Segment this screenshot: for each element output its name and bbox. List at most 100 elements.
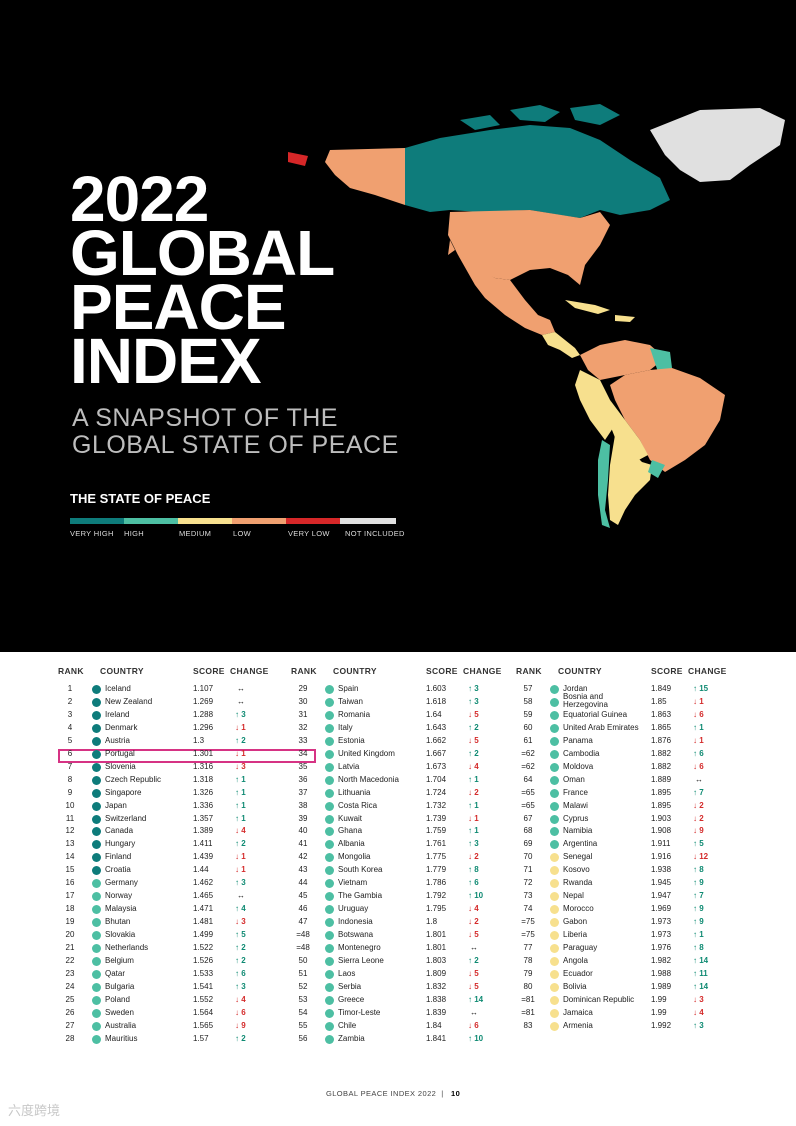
country-cell: Finland (105, 852, 132, 862)
score-cell: 1.84 (426, 1020, 442, 1030)
peace-level-dot-icon (550, 736, 559, 746)
legend-swatch (70, 518, 124, 524)
country-cell: Angola (563, 955, 588, 965)
change-cell: ↑ 1 (468, 826, 479, 836)
country-cell: Norway (105, 891, 133, 901)
rank-cell: 31 (298, 709, 308, 719)
score-cell: 1.903 (651, 813, 672, 823)
rank-cell: 79 (523, 968, 533, 978)
table-row: 67 Cyprus 1.903 ↓ 2 (513, 814, 728, 827)
peace-level-dot-icon (92, 749, 101, 759)
rank-cell: 1 (67, 684, 73, 693)
peace-level-dot-icon (325, 827, 334, 837)
change-cell: ↑ 1 (235, 787, 246, 797)
table-row: =81 Jamaica 1.99 ↓ 4 (513, 1008, 728, 1021)
change-cell: ↓ 5 (468, 709, 479, 719)
table-row: 34 United Kingdom 1.667 ↑ 2 (288, 749, 503, 762)
country-cell: Bhutan (105, 917, 131, 927)
change-cell: ↑ 7 (693, 787, 704, 797)
peace-level-dot-icon (92, 866, 101, 876)
score-cell: 1.8 (426, 917, 438, 927)
peace-level-dot-icon (92, 956, 101, 966)
table-row: 40 Ghana 1.759 ↑ 1 (288, 826, 503, 839)
change-cell: ↓ 9 (235, 1020, 246, 1030)
peace-level-dot-icon (550, 801, 559, 811)
rank-cell: 32 (298, 722, 308, 732)
country-cell: Laos (338, 968, 356, 978)
score-cell: 1.667 (426, 748, 447, 758)
score-cell: 1.945 (651, 878, 672, 888)
table-row: 17 Norway 1.465 ↔ (55, 891, 270, 904)
table-row: =75 Liberia 1.973 ↑ 1 (513, 930, 728, 943)
rank-cell: 7 (67, 761, 73, 771)
score-cell: 1.882 (651, 761, 672, 771)
score-cell: 1.107 (193, 684, 214, 693)
footer-text: GLOBAL PEACE INDEX 2022 (326, 1089, 437, 1098)
score-cell: 1.326 (193, 787, 214, 797)
rank-cell: 43 (298, 865, 308, 875)
table-row: 8 Czech Republic 1.318 ↑ 1 (55, 775, 270, 788)
peace-level-dot-icon (325, 685, 334, 694)
peace-level-dot-icon (92, 879, 101, 889)
score-cell: 1.849 (651, 684, 672, 693)
table-row: 83 Armenia 1.992 ↑ 3 (513, 1021, 728, 1034)
country-cell: Ecuador (563, 968, 593, 978)
change-cell: ↑ 2 (235, 1033, 246, 1043)
column-header-score: SCORE (651, 666, 683, 676)
rank-cell: 12 (65, 826, 75, 836)
score-cell: 1.57 (193, 1033, 209, 1043)
title-line-3: PEACE (70, 271, 286, 343)
score-cell: 1.759 (426, 826, 447, 836)
rank-cell: =62 (521, 748, 535, 758)
country-cell: Mauritius (105, 1033, 138, 1043)
table-row: 64 Oman 1.889 ↔ (513, 775, 728, 788)
table-row: 69 Argentina 1.911 ↑ 5 (513, 839, 728, 852)
change-cell: ↓ 5 (468, 735, 479, 745)
score-cell: 1.481 (193, 917, 214, 927)
rank-cell: 8 (67, 774, 73, 784)
change-cell: ↑ 8 (693, 943, 704, 952)
score-cell: 1.779 (426, 865, 447, 875)
country-cell: Switzerland (105, 813, 147, 823)
score-cell: 1.841 (426, 1033, 447, 1043)
legend-swatch (232, 518, 286, 524)
change-cell: ↑ 3 (235, 878, 246, 888)
score-cell: 1.732 (426, 800, 447, 810)
peace-level-dot-icon (325, 1021, 334, 1031)
country-cell: Australia (105, 1020, 137, 1030)
score-cell: 1.318 (193, 774, 214, 784)
subtitle-line-1: A SNAPSHOT OF THE (72, 404, 338, 432)
rank-cell: 3 (67, 709, 73, 719)
change-cell: ↓ 2 (693, 800, 704, 810)
change-cell: ↑ 6 (693, 748, 704, 758)
peace-level-dot-icon (92, 697, 101, 707)
change-cell: ↑ 3 (468, 839, 479, 849)
peace-level-dot-icon (325, 788, 334, 798)
rank-cell: 72 (523, 878, 533, 888)
legend-label: HIGH (124, 529, 144, 538)
change-cell: ↓ 5 (468, 968, 479, 978)
change-cell: ↑ 4 (235, 904, 246, 914)
table-row: =65 Malawi 1.895 ↓ 2 (513, 801, 728, 814)
country-cell: Bolivia (563, 981, 587, 991)
table-row: 38 Costa Rica 1.732 ↑ 1 (288, 801, 503, 814)
country-cell: United Kingdom (338, 748, 395, 758)
score-cell: 1.316 (193, 761, 214, 771)
country-cell: Slovakia (105, 930, 136, 940)
legend-labels: VERY HIGH HIGH MEDIUM LOW VERY LOW NOT INCLUD… (70, 529, 410, 541)
change-cell: ↑ 3 (468, 696, 479, 706)
change-cell: ↑ 11 (693, 968, 708, 978)
rank-cell: =48 (296, 930, 310, 940)
title-line-2: GLOBAL (70, 217, 335, 289)
country-cell: Senegal (563, 852, 593, 862)
peace-level-dot-icon (550, 879, 559, 889)
change-cell: ↓ 2 (468, 787, 479, 797)
table-row: 74 Morocco 1.969 ↑ 9 (513, 904, 728, 917)
table-row: 29 Spain 1.603 ↑ 3 (288, 684, 503, 697)
score-cell: 1.522 (193, 943, 214, 952)
change-cell: ↓ 6 (693, 709, 704, 719)
rank-cell: 30 (298, 696, 308, 706)
rank-cell: 56 (298, 1033, 308, 1043)
column-header-country: COUNTRY (333, 666, 377, 676)
country-cell: Kuwait (338, 813, 363, 823)
